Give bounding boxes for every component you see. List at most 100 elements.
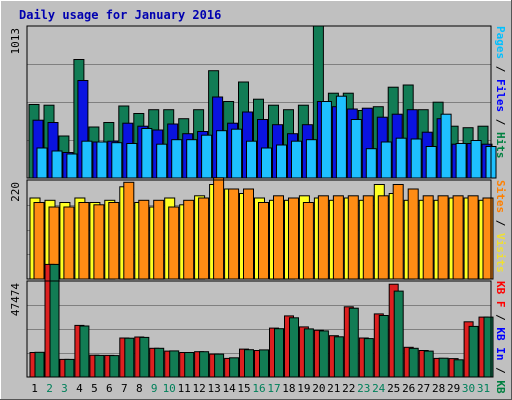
visits-legend-part-2: Visits: [494, 233, 507, 273]
kbytes-legend-label: KB F / KB In / KB Out: [494, 281, 507, 400]
x-tick-label-13: 13: [207, 382, 220, 395]
kbytes-plot-border: [26, 280, 492, 378]
hits-bar-pages-19: [305, 139, 317, 179]
hits-bar-pages-23: [365, 148, 377, 179]
visits-bar-sites-25: [392, 184, 404, 280]
visits-bar-sites-1: [33, 202, 45, 280]
kbytes-legend-part-4: KB Out: [494, 380, 507, 400]
kbytes-bar-kb-out-28: [438, 357, 449, 378]
x-tick-label-27: 27: [417, 382, 430, 395]
x-tick-label-9: 9: [151, 382, 158, 395]
x-tick-label-22: 22: [342, 382, 355, 395]
kbytes-bar-kb-out-31: [483, 316, 494, 378]
kbytes-bar-kb-out-25: [393, 290, 404, 378]
visits-bar-sites-28: [437, 195, 449, 280]
visits-bar-sites-7: [123, 181, 135, 280]
hits-bar-pages-1: [36, 147, 48, 179]
kbytes-bar-kb-out-21: [333, 336, 344, 378]
hits-plot-border: [26, 25, 492, 179]
kbytes-bar-kb-out-19: [303, 328, 314, 378]
hits-legend-part-1: /: [494, 59, 507, 79]
kbytes-legend-part-0: KB F: [494, 281, 507, 308]
hits-bar-pages-16: [261, 147, 272, 179]
visits-bar-sites-4: [78, 202, 90, 280]
hits-bar-pages-25: [395, 137, 407, 179]
x-axis-tick-labels: 1 2 3 4 5 6 7 8 9 10 11 12 13 14 15 16 17 18 19 20 21 22 23 24 2…: [31, 382, 490, 395]
visits-bar-sites-27: [422, 195, 434, 280]
visits-legend-part-1: /: [494, 213, 507, 233]
hits-bar-pages-17: [276, 144, 287, 179]
visits-bar-sites-6: [108, 202, 120, 280]
kbytes-bar-kb-out-20: [318, 330, 329, 378]
visits-bar-sites-18: [288, 197, 299, 280]
hits-bar-pages-20: [320, 101, 332, 179]
kbytes-bar-kb-out-10: [169, 350, 180, 378]
kbytes-bar-kb-out-5: [94, 354, 105, 378]
hits-bar-pages-10: [171, 139, 183, 179]
x-tick-label-7: 7: [121, 382, 128, 395]
x-tick-label-30: 30: [462, 382, 475, 395]
kbytes-bar-kb-out-15: [244, 349, 254, 378]
visits-bar-sites-15: [243, 188, 254, 280]
hits-bar-pages-15: [246, 140, 257, 179]
visits-bar-sites-17: [273, 195, 284, 280]
visits-bar-sites-23: [362, 195, 374, 280]
kbytes-panel: 47474 KB F / KB In / KB Out: [9, 263, 507, 400]
kbytes-bar-kb-out-3: [64, 358, 75, 378]
visits-bar-sites-21: [332, 195, 344, 280]
hits-bar-pages-21: [335, 95, 347, 179]
x-tick-label-11: 11: [178, 382, 191, 395]
visits-bar-sites-13: [213, 177, 225, 280]
hits-bar-pages-6: [111, 142, 123, 179]
visits-legend-part-0: Sites: [494, 180, 507, 213]
kbytes-bar-kb-out-7: [124, 337, 135, 378]
kbytes-legend-part-3: /: [494, 361, 507, 381]
hits-legend-part-0: Pages: [494, 26, 507, 59]
kbytes-legend-part-2: KB In: [494, 327, 507, 360]
hits-legend-part-2: Files: [494, 79, 507, 112]
kbytes-bar-kb-out-22: [348, 307, 359, 378]
x-tick-label-6: 6: [106, 382, 113, 395]
hits-bar-pages-7: [126, 143, 138, 179]
x-tick-label-1: 1: [31, 382, 38, 395]
hits-legend-part-4: Hits: [494, 132, 507, 159]
x-tick-label-2: 2: [46, 382, 53, 395]
kbytes-bar-kb-out-26: [408, 347, 419, 378]
visits-bar-sites-8: [138, 199, 150, 280]
hits-bar-pages-8: [141, 128, 153, 179]
kbytes-bar-kb-out-30: [468, 325, 479, 378]
x-tick-label-29: 29: [447, 382, 460, 395]
hits-bar-pages-24: [380, 141, 392, 179]
chart-title: Daily usage for January 2016: [19, 8, 221, 22]
visits-bar-sites-14: [228, 188, 240, 280]
x-tick-label-19: 19: [297, 382, 310, 395]
hits-bar-pages-28: [440, 113, 452, 179]
kbytes-bar-kb-out-11: [184, 352, 195, 378]
x-tick-label-16: 16: [252, 382, 265, 395]
visits-bar-sites-10: [168, 206, 180, 280]
x-tick-label-5: 5: [91, 382, 98, 395]
kbytes-bar-kb-out-6: [109, 355, 120, 378]
hits-bar-pages-29: [455, 143, 467, 179]
hits-bar-pages-22: [350, 119, 362, 179]
kbytes-bar-kb-out-9: [154, 347, 165, 378]
hits-y-max-label: 1013: [9, 28, 22, 55]
x-tick-label-20: 20: [312, 382, 325, 395]
hits-bar-pages-2: [51, 150, 63, 179]
x-tick-label-28: 28: [432, 382, 445, 395]
visits-bar-sites-16: [258, 202, 269, 280]
kbytes-bar-kb-out-29: [453, 359, 464, 378]
visits-bar-sites-9: [153, 199, 165, 280]
x-tick-label-17: 17: [267, 382, 280, 395]
kbytes-bar-kb-out-14: [229, 357, 240, 378]
kbytes-y-max-label: 47474: [9, 283, 22, 316]
visits-plot-border: [26, 179, 492, 280]
hits-bar-pages-12: [201, 134, 213, 179]
x-tick-label-12: 12: [192, 382, 205, 395]
x-tick-label-18: 18: [282, 382, 295, 395]
kbytes-bar-kb-out-1: [34, 351, 45, 378]
hits-bar-pages-13: [216, 130, 228, 179]
hits-bar-pages-14: [231, 128, 243, 179]
hits-bar-pages-26: [410, 138, 422, 179]
hits-bar-pages-11: [186, 139, 198, 179]
